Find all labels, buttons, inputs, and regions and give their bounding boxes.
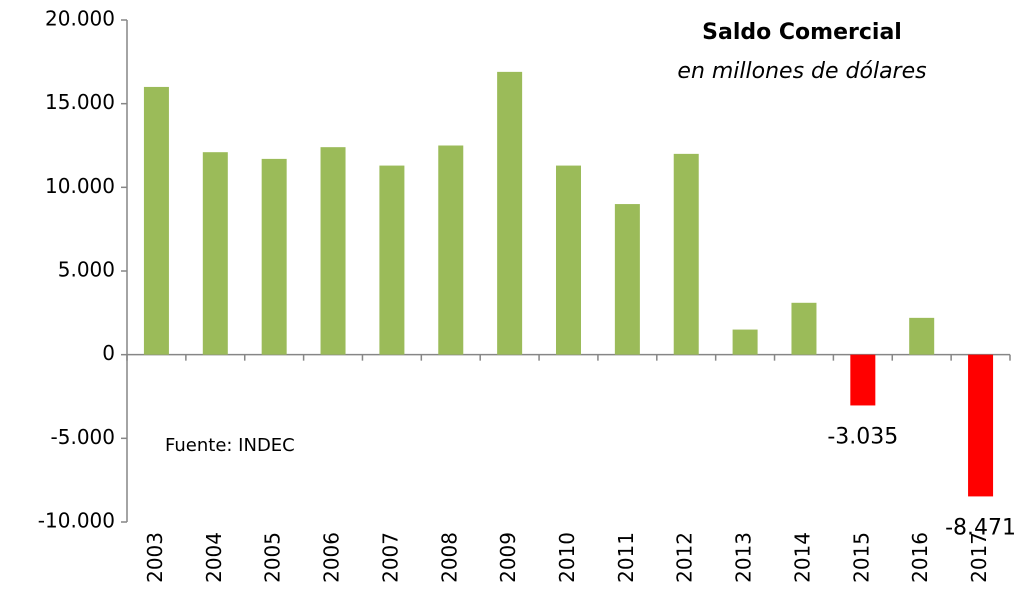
x-tick-label: 2008 bbox=[437, 532, 461, 583]
x-tick-label: 2005 bbox=[261, 532, 285, 583]
bar bbox=[379, 165, 405, 355]
x-tick-label: 2013 bbox=[732, 532, 756, 583]
chart-title: Saldo Comercial bbox=[702, 20, 902, 45]
y-tick-label: 10.000 bbox=[45, 174, 115, 198]
bar bbox=[556, 165, 581, 355]
bar bbox=[202, 152, 228, 355]
y-tick-label: 0 bbox=[102, 341, 115, 365]
value-label: -8.471 bbox=[945, 515, 1016, 540]
bar bbox=[791, 302, 817, 355]
x-tick-label: 2012 bbox=[673, 532, 697, 583]
x-tick-label: 2011 bbox=[614, 532, 638, 583]
annotation: Fuente: INDEC bbox=[165, 435, 295, 456]
x-tick-label: 2007 bbox=[378, 532, 402, 583]
bar bbox=[968, 354, 994, 497]
bar bbox=[320, 147, 346, 355]
y-tick-label: 15.000 bbox=[45, 90, 115, 114]
x-tick-label: 2006 bbox=[320, 532, 344, 583]
x-tick-label: 2010 bbox=[555, 532, 579, 583]
bar bbox=[261, 158, 287, 355]
bar bbox=[909, 317, 935, 355]
bar bbox=[850, 354, 876, 406]
bar bbox=[614, 204, 640, 355]
x-tick-label: 2015 bbox=[849, 532, 873, 583]
bar bbox=[438, 145, 464, 355]
bar bbox=[732, 329, 758, 355]
x-tick-label: 2004 bbox=[202, 532, 226, 583]
bar bbox=[143, 86, 169, 355]
bar bbox=[497, 71, 523, 355]
x-tick-label: 2003 bbox=[143, 532, 167, 583]
y-tick-label: -5.000 bbox=[51, 425, 115, 449]
x-tick-label: 2009 bbox=[496, 532, 520, 583]
x-tick-label: 2014 bbox=[790, 532, 814, 583]
x-tick-label: 2017 bbox=[967, 532, 991, 583]
y-tick-label: -10.000 bbox=[38, 509, 115, 533]
x-tick-label: 2016 bbox=[908, 532, 932, 583]
bar bbox=[673, 153, 699, 355]
y-tick-label: 20.000 bbox=[45, 7, 115, 31]
chart-subtitle: en millones de dólares bbox=[677, 59, 926, 84]
value-label: -3.035 bbox=[827, 424, 898, 449]
y-tick-label: 5.000 bbox=[58, 258, 115, 282]
